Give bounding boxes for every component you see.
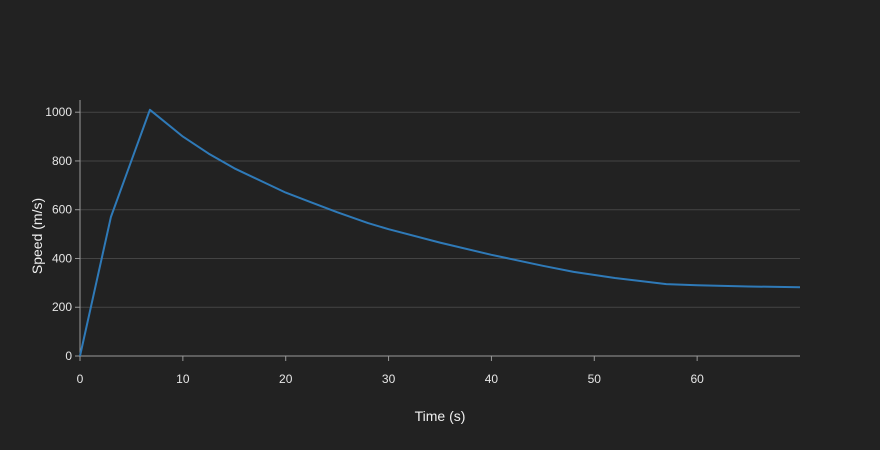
x-tick-label: 20 <box>279 372 293 386</box>
x-tick-label: 30 <box>382 372 396 386</box>
x-tick-label: 50 <box>588 372 602 386</box>
series-line-0 <box>79 108 801 357</box>
y-tick-label: 1000 <box>45 105 72 119</box>
y-tick-label: 400 <box>52 251 72 265</box>
axes <box>79 100 800 357</box>
y-axis-title: Speed (m/s) <box>29 198 45 274</box>
series <box>79 108 801 357</box>
y-tick-label: 600 <box>52 203 72 217</box>
tick-labels: 0 200 400 600 800 1000 0 10 20 30 40 50 60 <box>45 105 704 386</box>
x-tick-label: 60 <box>690 372 704 386</box>
y-tick-label: 800 <box>52 154 72 168</box>
x-axis-title: Time (s) <box>415 408 466 424</box>
x-tick-label: 10 <box>176 372 190 386</box>
gridlines <box>80 111 800 308</box>
x-tick-label: 0 <box>77 372 84 386</box>
y-tick-label: 0 <box>65 349 72 363</box>
y-tick-label: 200 <box>52 300 72 314</box>
x-tick-label: 40 <box>485 372 499 386</box>
